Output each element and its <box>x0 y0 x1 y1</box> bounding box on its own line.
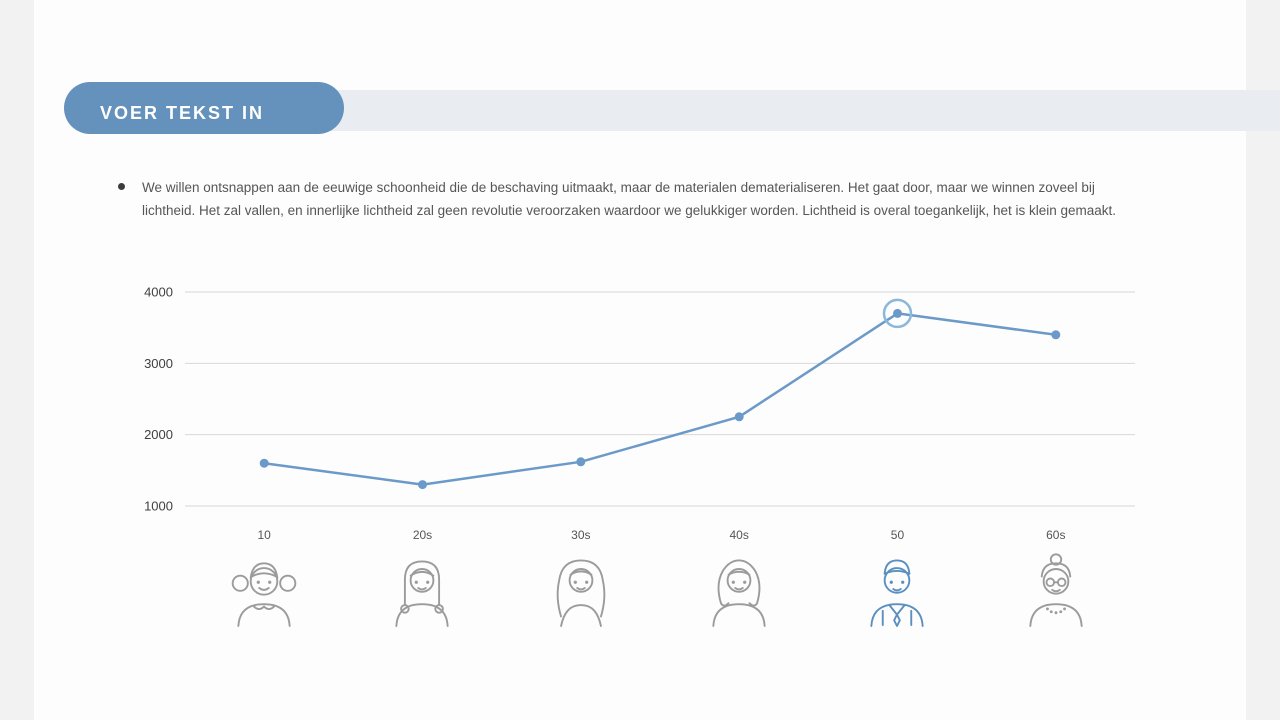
category-label: 10 <box>257 528 271 542</box>
category-label: 50 <box>890 528 905 542</box>
category-cell-20s: 20s <box>343 528 501 628</box>
bullet-text: We willen ontsnappen aan de eeuwige scho… <box>142 180 1117 218</box>
page-title: VOER TEKST IN <box>100 102 265 123</box>
category-cell-10: 10 <box>185 528 343 628</box>
svg-text:4000: 4000 <box>144 285 173 300</box>
title-placeholder: VOER TEKST IN <box>64 82 344 134</box>
woman-40s-avatar-icon <box>712 559 766 627</box>
svg-text:3000: 3000 <box>144 356 173 371</box>
category-label: 60s <box>1046 528 1066 542</box>
category-cell-60s: 60s <box>977 528 1135 628</box>
man-50-avatar-icon <box>870 559 925 627</box>
category-label: 20s <box>412 528 433 542</box>
category-cell-40s: 40s <box>660 528 818 628</box>
girl-10-avatar-icon <box>231 562 297 627</box>
bullet-item: We willen ontsnappen aan de eeuwige scho… <box>118 176 1148 222</box>
category-label: 30s <box>571 528 591 542</box>
bullet-icon <box>118 183 125 190</box>
category-axis: 10 20s <box>185 528 1135 628</box>
category-cell-30s: 30s <box>502 528 660 628</box>
woman-20s-avatar-icon <box>395 560 450 627</box>
elder-60s-avatar-icon <box>1029 553 1083 627</box>
age-line-chart: 1000 2000 3000 4000 <box>144 285 1135 514</box>
woman-30s-avatar-icon <box>556 559 606 627</box>
svg-text:2000: 2000 <box>144 427 173 442</box>
svg-text:1000: 1000 <box>144 499 173 514</box>
category-cell-50: 50 <box>818 528 976 628</box>
category-label: 40s <box>729 528 749 542</box>
left-margin <box>0 0 34 720</box>
